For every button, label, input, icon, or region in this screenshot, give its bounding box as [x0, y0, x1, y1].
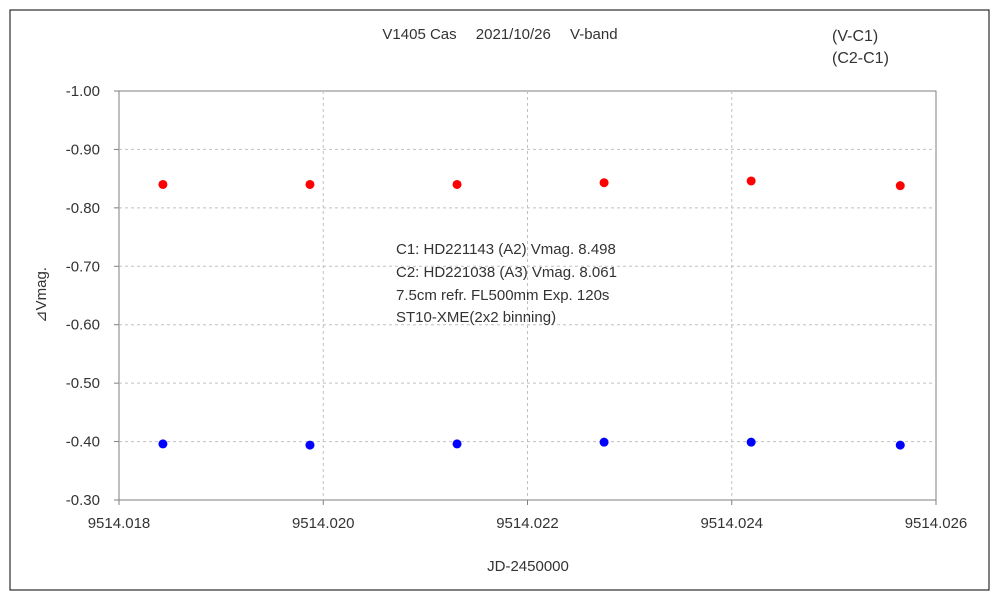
y-tick-label: -0.30	[66, 492, 100, 509]
x-tick-label: 9514.018	[88, 515, 151, 532]
data-point-c2-c1	[158, 439, 168, 449]
y-tick-label: -0.60	[66, 317, 100, 334]
y-tick-label: -0.50	[66, 375, 100, 392]
x-tick-label: 9514.020	[292, 515, 355, 532]
annotation-line-camera: ST10-XME(2x2 binning)	[396, 309, 556, 326]
data-point-c2-c1	[895, 440, 905, 450]
chart-title: V1405 Cas 2021/10/26 V-band	[382, 26, 617, 43]
axis-ticks: -1.00 -0.90 -0.80 -0.70 -0.60 -0.50 -0.40 -0.30…	[66, 83, 967, 532]
data-point-c2-c1	[305, 440, 315, 450]
data-points	[158, 176, 905, 450]
y-tick-label: -0.80	[66, 200, 100, 217]
x-tick-label: 9514.022	[496, 515, 559, 532]
annotation-line-telescope: 7.5cm refr. FL500mm Exp. 120s	[396, 287, 609, 304]
annotation-line-comp1: C1: HD221143 (A2) Vmag. 8.498	[396, 241, 616, 258]
y-tick-label: -0.70	[66, 258, 100, 275]
data-point-c2-c1	[452, 439, 462, 449]
data-point-v-c1	[452, 179, 462, 189]
data-point-v-c1	[158, 179, 168, 189]
x-tick-label: 9514.024	[700, 515, 763, 532]
annotation-box: C1: HD221143 (A2) Vmag. 8.498 C2: HD2210…	[396, 241, 617, 326]
y-axis-label: ⊿Vmag.	[33, 267, 50, 323]
x-axis-label: JD-2450000	[487, 558, 569, 575]
annotation-line-comp2: C2: HD221038 (A3) Vmag. 8.061	[396, 264, 617, 281]
data-point-v-c1	[746, 176, 756, 186]
y-tick-label: -1.00	[66, 83, 100, 100]
legend: (V-C1) (C2-C1)	[832, 28, 889, 67]
data-point-c2-c1	[599, 437, 609, 447]
data-point-v-c1	[305, 179, 315, 189]
y-tick-label: -0.40	[66, 434, 100, 451]
y-tick-label: -0.90	[66, 141, 100, 158]
legend-entry-c2-c1: (C2-C1)	[832, 50, 889, 67]
data-point-v-c1	[599, 178, 609, 188]
grid	[114, 90, 937, 505]
data-point-c2-c1	[746, 437, 756, 447]
x-tick-label: 9514.026	[905, 515, 968, 532]
legend-entry-v-c1: (V-C1)	[832, 28, 878, 45]
data-point-v-c1	[895, 181, 905, 191]
